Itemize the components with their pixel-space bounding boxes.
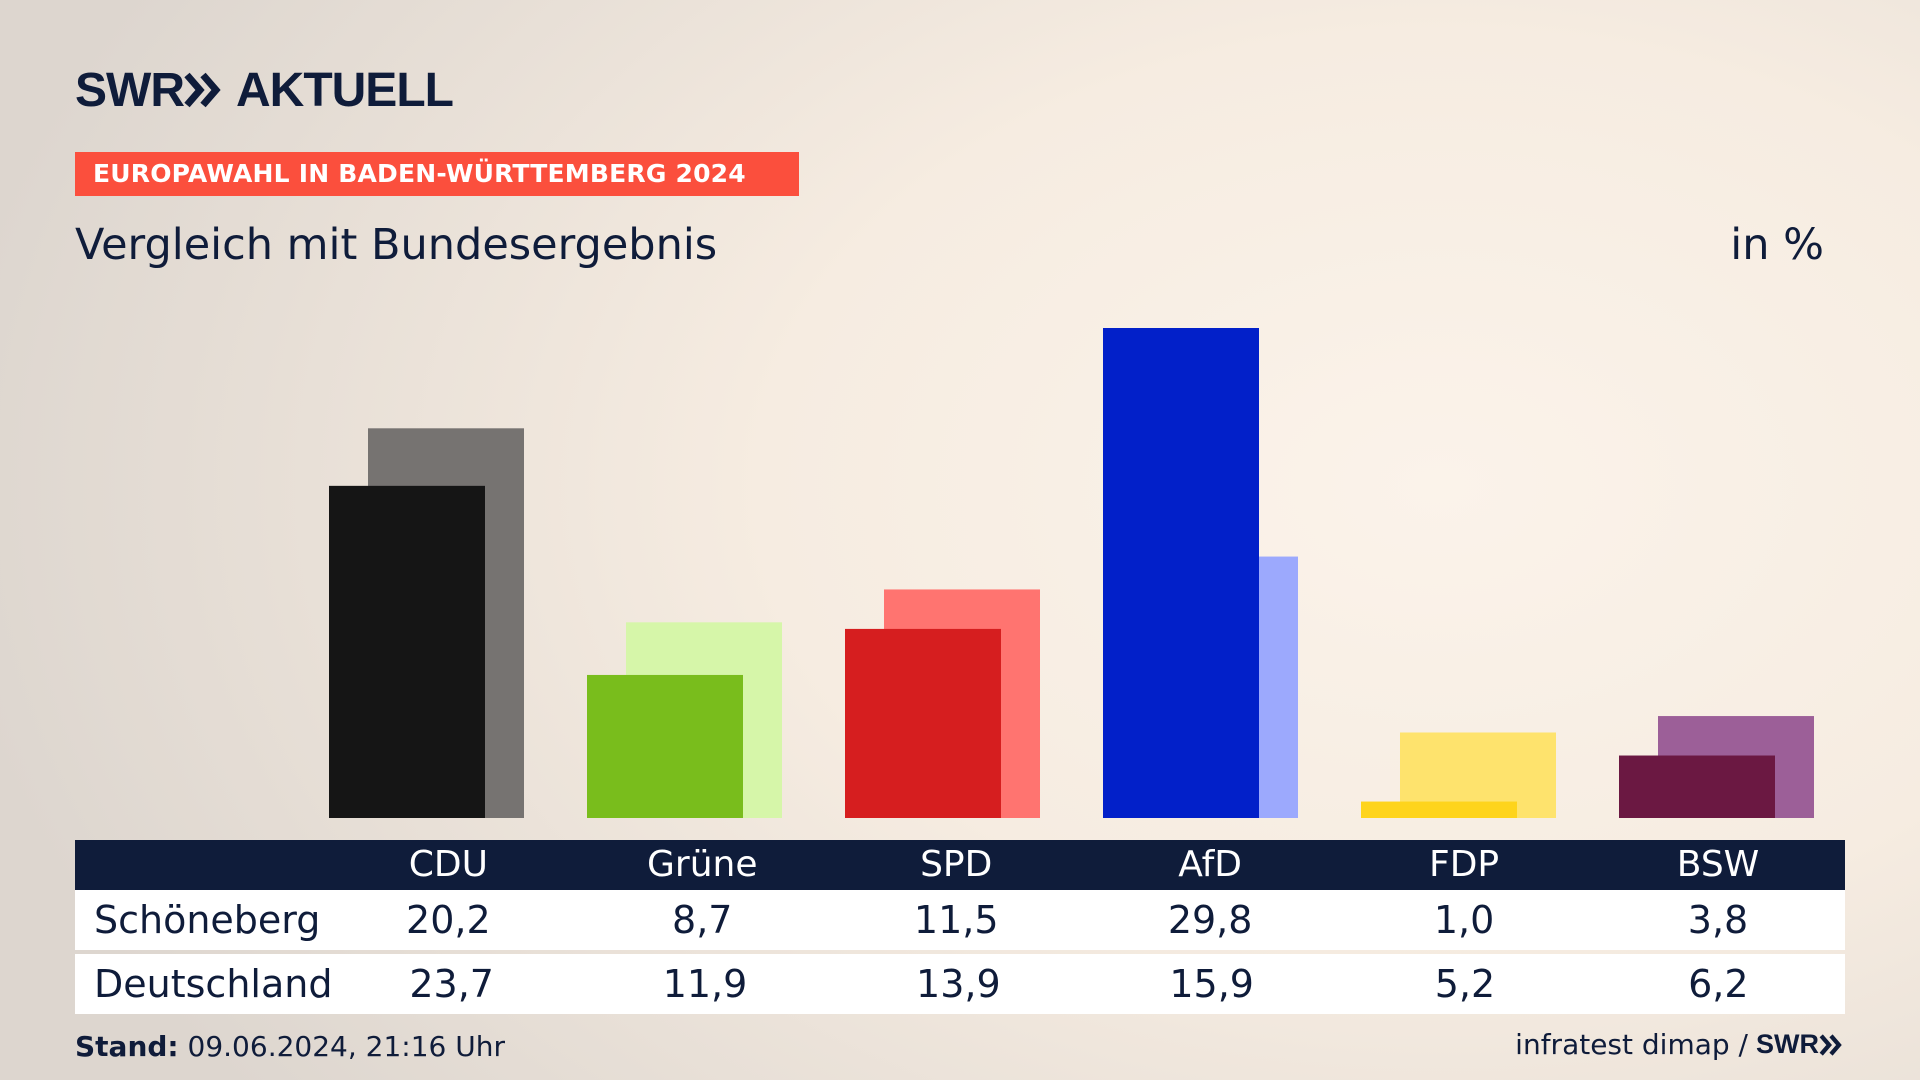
value-deutschland-spd: 13,9 (916, 962, 1001, 1006)
chart-unit: in % (1730, 220, 1824, 270)
header-cdu: CDU (408, 844, 488, 885)
value-schoeneberg-bsw: 3,8 (1687, 898, 1749, 942)
table-row-deutschland: Deutschland 23,7 11,9 13,9 15,9 5,2 6,2 (75, 954, 1845, 1014)
header-afd: AfD (1178, 844, 1243, 885)
table-row-schoeneberg: Schöneberg 20,2 8,7 11,5 29,8 1,0 3,8 (75, 890, 1845, 950)
row-label-deutschland: Deutschland (94, 962, 333, 1006)
stand-value: 09.06.2024, 21:16 Uhr (187, 1030, 505, 1063)
value-schoeneberg-gruene: 8,7 (672, 898, 733, 942)
bar-schoeneberg-cdu (329, 485, 485, 818)
footer-swr-logo: SWR (1756, 1029, 1843, 1060)
bar-schoeneberg-afd (1103, 328, 1259, 818)
table-header-spacer (75, 840, 321, 890)
logo-aktuell-text: AKTUELL (235, 63, 454, 117)
election-banner: EUROPAWAHL IN BADEN-WÜRTTEMBERG 2024 (75, 152, 799, 196)
bar-schoeneberg-fdp (1361, 801, 1517, 818)
swr-aktuell-logo: SWR AKTUELL (75, 64, 454, 117)
double-chevron-icon (184, 72, 221, 108)
logo-swr-text: SWR (75, 63, 185, 117)
header-fdp: FDP (1429, 844, 1500, 885)
bar-schoeneberg-bsw (1619, 755, 1775, 818)
footer-swr-text: SWR (1756, 1029, 1819, 1059)
header-spd: SPD (920, 844, 993, 885)
bar-schoeneberg-grune (587, 674, 743, 818)
value-schoeneberg-cdu: 20,2 (406, 898, 491, 942)
swr-logo-mark: SWR (75, 63, 222, 118)
row-label-schoeneberg: Schöneberg (94, 898, 321, 942)
header-bsw: BSW (1676, 844, 1760, 885)
header-gruene: Grüne (647, 844, 758, 885)
value-schoeneberg-spd: 11,5 (913, 898, 999, 942)
source-credit: infratest dimap / SWR (1515, 1028, 1843, 1061)
value-deutschland-bsw: 6,2 (1688, 962, 1749, 1006)
value-schoeneberg-fdp: 1,0 (1433, 898, 1495, 942)
value-deutschland-cdu: 23,7 (409, 962, 494, 1006)
chart-title: Vergleich mit Bundesergebnis (75, 220, 718, 270)
value-deutschland-gruene: 11,9 (662, 962, 748, 1006)
footer-double-chevron-icon (1819, 1033, 1842, 1056)
table-header: CDU Grüne SPD AfD FDP BSW (75, 840, 1845, 890)
source-text: infratest dimap / (1515, 1028, 1748, 1061)
value-deutschland-afd: 15,9 (1169, 962, 1254, 1006)
value-deutschland-fdp: 5,2 (1434, 962, 1496, 1006)
value-schoeneberg-afd: 29,8 (1167, 898, 1253, 942)
results-table: CDU Grüne SPD AfD FDP BSW Schöneberg 20,… (75, 840, 1845, 1014)
stand-label: Stand: (75, 1030, 179, 1063)
timestamp: Stand: 09.06.2024, 21:16 Uhr (75, 1030, 505, 1063)
bar-schoeneberg-spd (845, 628, 1001, 818)
